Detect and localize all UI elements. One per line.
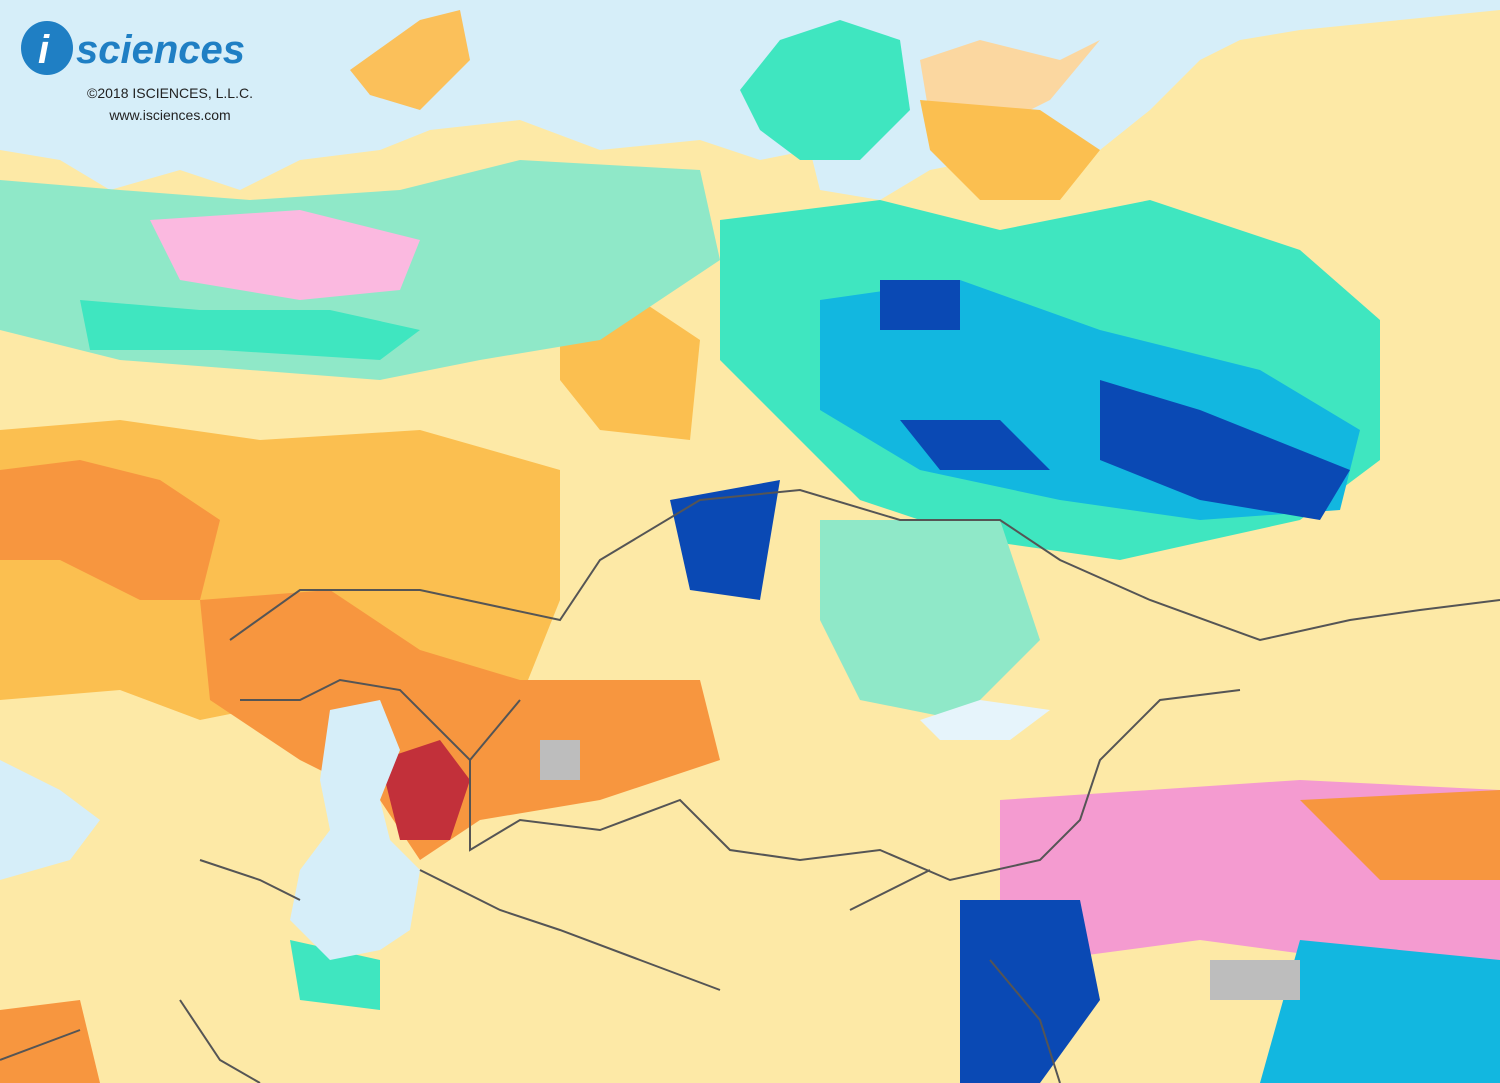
region	[670, 480, 780, 600]
lake	[920, 700, 1050, 740]
region	[880, 280, 1350, 520]
border	[240, 678, 1241, 882]
land	[350, 10, 470, 110]
website: www.isciences.com	[108, 107, 230, 123]
region	[540, 740, 1300, 1000]
region	[960, 900, 1100, 1083]
land	[740, 20, 910, 160]
region	[290, 940, 380, 1010]
logo-mark: i	[38, 28, 50, 72]
region	[1260, 940, 1500, 1083]
region	[80, 300, 420, 360]
region	[820, 520, 1040, 720]
region	[0, 460, 220, 600]
region	[200, 590, 720, 860]
black-sea	[0, 760, 100, 880]
caspian-sea	[290, 700, 420, 960]
logo-badge	[21, 21, 73, 75]
border	[229, 488, 1500, 642]
region	[1300, 790, 1500, 880]
region	[920, 100, 1100, 200]
copyright: ©2018 ISCIENCES, L.L.C.	[87, 85, 253, 101]
region	[150, 210, 420, 300]
logo-name: sciences	[76, 28, 245, 72]
region	[380, 740, 470, 840]
border	[0, 699, 1061, 1083]
